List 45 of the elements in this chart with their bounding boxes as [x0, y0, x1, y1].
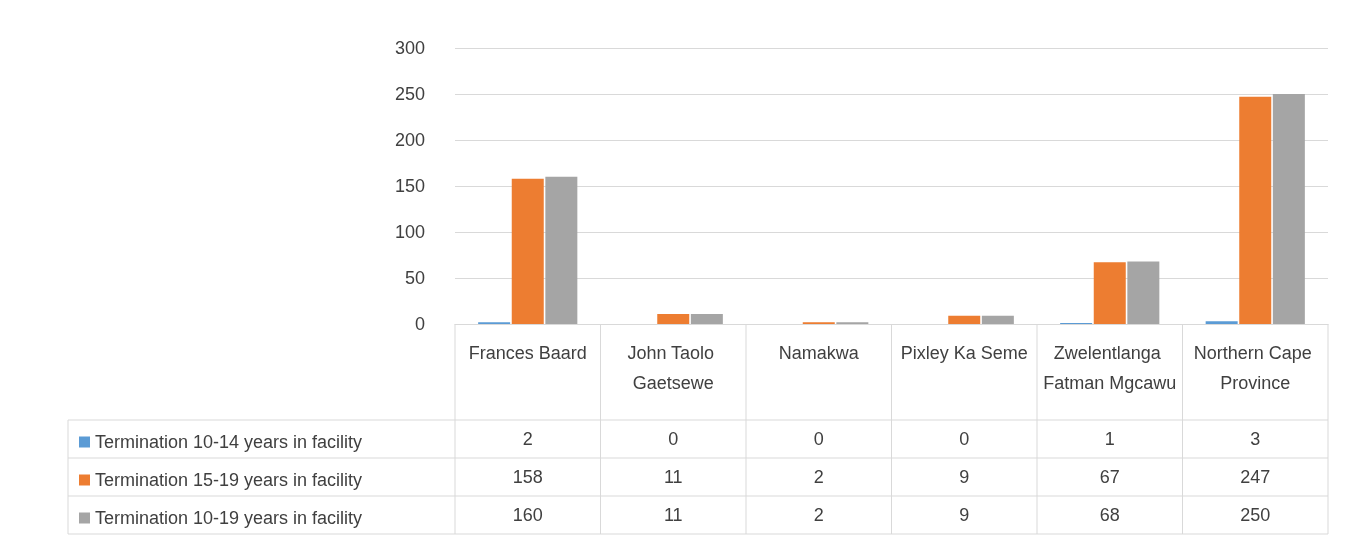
legend-label: Termination 10-19 years in facility [95, 508, 363, 528]
y-tick-label: 100 [394, 222, 425, 242]
y-tick-label: 50 [404, 268, 425, 288]
data-label: 68 [1099, 505, 1120, 525]
data-label: 247 [1240, 467, 1271, 487]
bar [690, 313, 723, 324]
bar [1205, 321, 1238, 324]
x-tick-label: Northern Cape Province [1193, 343, 1317, 393]
data-label: 0 [813, 429, 824, 449]
data-label: 0 [959, 429, 970, 449]
data-label: 67 [1099, 467, 1120, 487]
data-label: 9 [959, 505, 970, 525]
data-label: 3 [1250, 429, 1261, 449]
data-label: 11 [663, 505, 683, 525]
y-tick-label: 0 [414, 314, 425, 334]
y-tick-label: 200 [394, 130, 425, 150]
data-label: 2 [522, 429, 533, 449]
legend-label: Termination 15-19 years in facility [95, 470, 363, 490]
data-label: 160 [512, 505, 543, 525]
data-label: 9 [959, 467, 970, 487]
y-tick-label: 150 [394, 176, 425, 196]
x-tick-label: Frances Baard [468, 343, 587, 363]
y-tick-label: 300 [394, 38, 425, 58]
bar [1093, 262, 1126, 324]
data-label: 250 [1240, 505, 1271, 525]
y-tick-label: 250 [394, 84, 425, 104]
x-tick-label: Namakwa [778, 343, 860, 363]
data-label: 2 [813, 505, 824, 525]
bar [1239, 96, 1272, 324]
data-label: 11 [663, 467, 683, 487]
bar [545, 176, 578, 324]
x-tick-label: Zwelentlanga Fatman Mgcawu [1043, 343, 1177, 393]
bar [1272, 94, 1305, 324]
bar [981, 315, 1014, 324]
bar [948, 315, 981, 324]
x-tick-label: John Taolo Gaetsewe [627, 343, 720, 393]
data-label: 1 [1104, 429, 1115, 449]
data-label: 2 [813, 467, 824, 487]
bar [511, 178, 544, 324]
data-label: 0 [668, 429, 679, 449]
legend-label: Termination 10-14 years in facility [95, 432, 363, 452]
x-tick-label: Pixley Ka Seme [900, 343, 1028, 363]
bar [657, 313, 690, 324]
bar [1127, 261, 1160, 324]
data-label: 158 [512, 467, 543, 487]
